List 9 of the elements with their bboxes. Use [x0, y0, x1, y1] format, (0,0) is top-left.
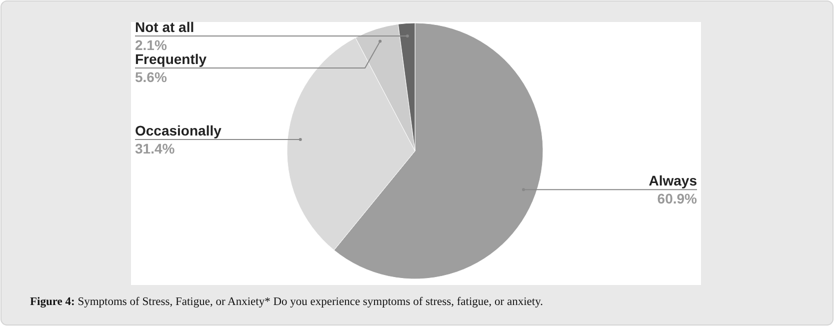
data-label: 31.4% — [135, 140, 176, 156]
data-label: 5.6% — [135, 69, 168, 86]
data-label: 60.9% — [657, 190, 698, 207]
data-label: 2.1% — [135, 37, 168, 54]
text: Figure 4: Symptoms of Stress, Fatigue, or Anxiety* Do you experience symptoms of stress, fatigue, or anxiety. — [30, 296, 544, 308]
slice-label: Not at all — [135, 19, 194, 36]
slice-label: Always — [648, 172, 698, 189]
slice-label: Frequently — [135, 51, 207, 68]
slice-label: Occasionally — [135, 122, 222, 138]
